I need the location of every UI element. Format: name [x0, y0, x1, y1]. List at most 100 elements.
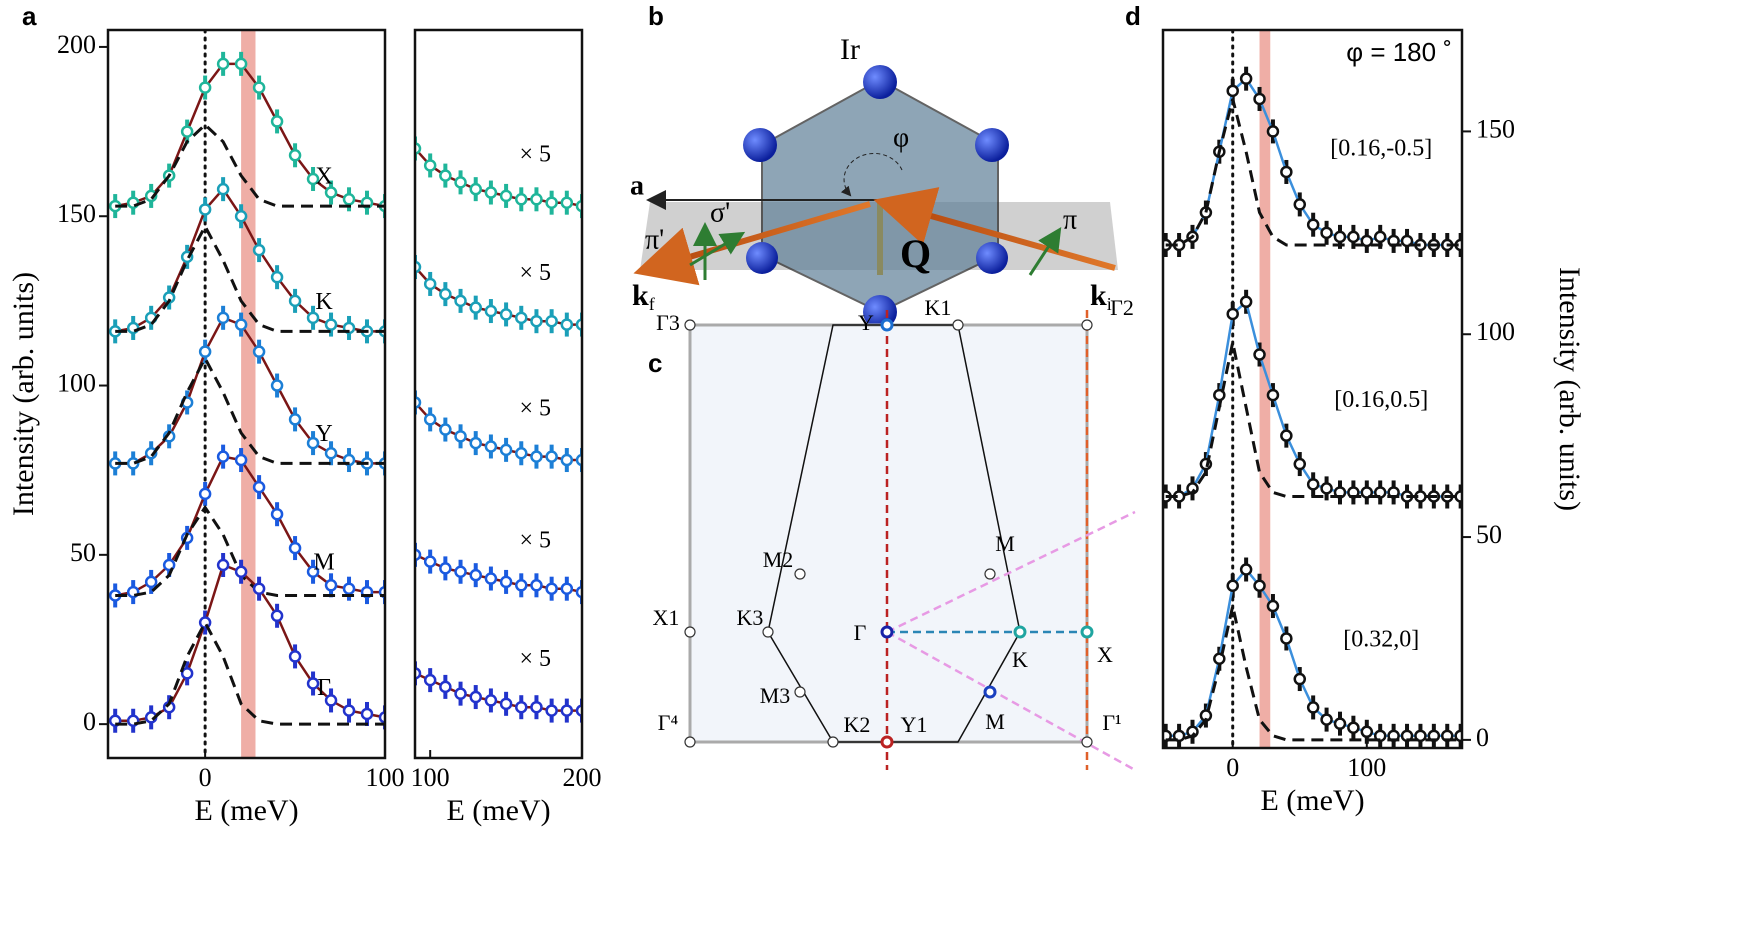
data-point [324, 318, 338, 331]
panel-label: d [1125, 1, 1141, 31]
data-point [1253, 92, 1266, 106]
k-point-label: K3 [737, 605, 764, 630]
data-point [1333, 717, 1347, 730]
series-label: × 5 [519, 396, 551, 422]
data-point [515, 700, 528, 714]
k-point-label: Γ⁴ [658, 710, 679, 735]
x-tick-label: 200 [563, 763, 602, 792]
data-point [216, 57, 230, 71]
data-point [484, 440, 498, 453]
x-tick-label: 100 [411, 763, 450, 792]
data-point [1239, 295, 1253, 309]
data-point [530, 193, 543, 206]
k-point [1080, 625, 1094, 639]
data-point [252, 345, 266, 358]
series-label: Y [315, 421, 332, 447]
polarization [1028, 226, 1062, 276]
data-point [216, 558, 230, 572]
data-point [439, 680, 452, 694]
data-point [454, 687, 467, 700]
elastic-line [1165, 342, 1461, 498]
data-point [469, 182, 482, 196]
data-point [1400, 234, 1414, 248]
data-point [1293, 672, 1307, 686]
y-tick-label: 100 [1476, 317, 1515, 346]
cut-line [886, 510, 1136, 634]
fit-line [114, 62, 385, 208]
scattering-diagram: Ir φ a π' σ' Q π kf ki [630, 33, 1118, 329]
data-point [252, 81, 266, 94]
k-point-label: Γ [854, 620, 867, 645]
data-point [1253, 348, 1266, 361]
series-label: × 5 [519, 142, 551, 168]
data-point [1360, 234, 1374, 248]
x-tick-label: 100 [366, 763, 405, 792]
data-point [469, 568, 482, 582]
data-point [234, 453, 248, 467]
data-point [1239, 563, 1253, 576]
atom [746, 242, 778, 274]
frame [1161, 28, 1464, 750]
x-axis-label: E (meV) [194, 794, 298, 827]
data-point [1347, 230, 1360, 244]
elastic-line [115, 223, 385, 333]
k-sub: f [649, 294, 655, 314]
y-tick-label: 150 [1476, 114, 1515, 143]
series-label: × 5 [519, 646, 551, 672]
y-axis-label: Intensity (arb. units) [1553, 267, 1586, 511]
data-point [1320, 482, 1333, 495]
y-tick-label: 0 [1476, 723, 1489, 752]
data-point [469, 301, 482, 314]
fit-line [114, 455, 385, 597]
k-point [880, 625, 894, 639]
data-point [1333, 230, 1347, 244]
data-point [1226, 579, 1239, 592]
polarization [689, 231, 746, 267]
data-point [454, 430, 467, 443]
data-point [1253, 579, 1266, 592]
k-point-label: Γ2 [1110, 295, 1134, 320]
data-point [1280, 632, 1293, 645]
scattered-beam [633, 201, 871, 286]
series-label: M [313, 550, 334, 576]
highlight-band [1259, 30, 1271, 748]
data-point [234, 209, 248, 223]
data-point [234, 57, 248, 71]
elastic-line [1165, 605, 1461, 742]
data-point [1320, 713, 1333, 726]
data-point [1226, 307, 1239, 321]
data-point [484, 304, 498, 318]
k-point [880, 318, 894, 332]
y-tick-label: 200 [57, 30, 96, 59]
elastic-line [115, 355, 385, 465]
data-point [324, 694, 338, 707]
q-label: Q [900, 231, 931, 276]
data-point [439, 562, 452, 575]
y-tick-label: 150 [57, 199, 96, 228]
x-tick-label: 0 [199, 763, 212, 792]
data-point [469, 690, 482, 704]
k-main: k [1090, 279, 1107, 312]
data-point [1293, 198, 1307, 211]
k-point [762, 626, 774, 638]
data-point [306, 436, 320, 450]
atom [975, 128, 1009, 162]
elastic-line [115, 619, 385, 726]
data-point [515, 447, 528, 460]
data-point [234, 318, 248, 331]
k-point [684, 626, 696, 638]
y-tick-label: 100 [57, 369, 96, 398]
chart-panel: × 5 × 5 × 5 × 5 × 5 100 200 E (meV) [411, 28, 602, 827]
data-point [270, 507, 284, 521]
series-label: × 5 [519, 528, 551, 554]
panel-label: b [648, 1, 664, 31]
data-point [1293, 457, 1307, 471]
k-point-label: X1 [653, 605, 680, 630]
data-point [288, 149, 302, 162]
data-point [1306, 701, 1320, 714]
data-point [545, 582, 558, 595]
data-point [306, 311, 320, 325]
